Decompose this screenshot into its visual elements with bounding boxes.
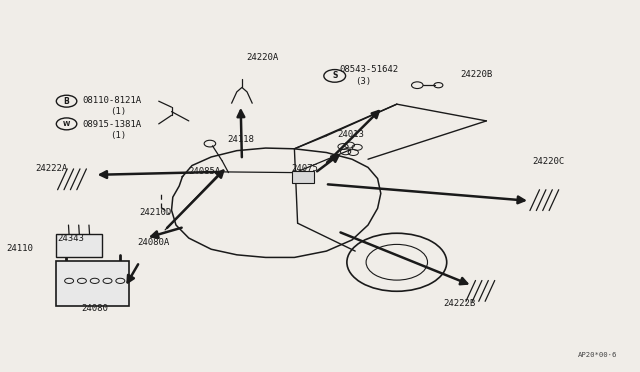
Text: 24210D: 24210D <box>140 208 172 217</box>
Text: AP20*00·6: AP20*00·6 <box>578 352 618 358</box>
Text: 08543-51642: 08543-51642 <box>339 65 398 74</box>
Text: 08110-8121A: 08110-8121A <box>82 96 141 105</box>
Text: 24343: 24343 <box>58 234 84 243</box>
FancyBboxPatch shape <box>56 234 102 257</box>
Text: 24220C: 24220C <box>532 157 564 166</box>
Text: 24220B: 24220B <box>461 70 493 79</box>
Text: (1): (1) <box>110 131 127 140</box>
Text: 24075: 24075 <box>291 164 318 173</box>
Text: 24110: 24110 <box>6 244 33 253</box>
FancyBboxPatch shape <box>292 171 314 183</box>
Text: 24013: 24013 <box>337 130 364 139</box>
Text: 24222A: 24222A <box>35 164 67 173</box>
Text: 08915-1381A: 08915-1381A <box>82 120 141 129</box>
FancyBboxPatch shape <box>56 261 129 306</box>
Text: W: W <box>63 121 70 127</box>
Text: S: S <box>332 71 337 80</box>
Text: 24085A: 24085A <box>189 167 221 176</box>
Text: 24118: 24118 <box>227 135 254 144</box>
Text: (3): (3) <box>355 77 371 86</box>
Text: (1): (1) <box>110 107 127 116</box>
Text: 24222B: 24222B <box>444 299 476 308</box>
Text: 24080: 24080 <box>81 304 108 312</box>
Text: B: B <box>64 97 69 106</box>
Text: 24220A: 24220A <box>246 53 278 62</box>
Text: 24080A: 24080A <box>138 238 170 247</box>
